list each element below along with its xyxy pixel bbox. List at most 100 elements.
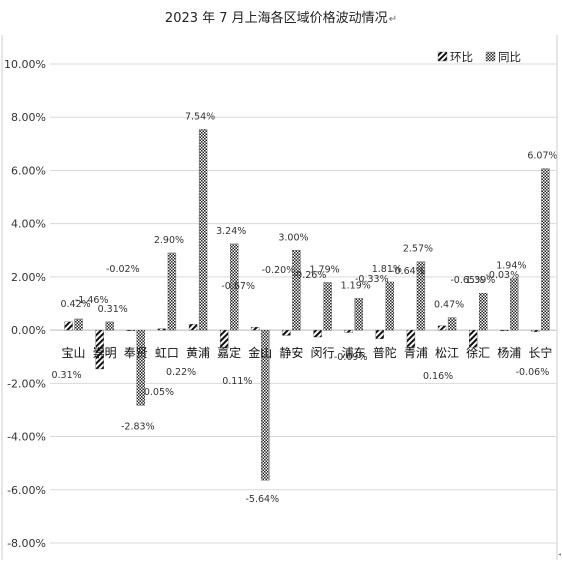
- category-label: 金山: [248, 345, 272, 360]
- chart-title: 2023 年 7 月上海各区域价格波动情况↵: [165, 10, 397, 26]
- label-mom-11: -0.64%: [391, 266, 425, 277]
- bar-yoy-8: [323, 282, 332, 331]
- bar-yoy-10: [385, 281, 394, 331]
- label-yoy-9: 1.19%: [341, 280, 371, 291]
- label-yoy-3: 2.90%: [154, 235, 184, 246]
- corner-marks: ◂: [1, 35, 561, 560]
- category-label: 浦东: [342, 346, 366, 360]
- bar-yoy-1: [105, 321, 114, 331]
- category-label: 静安: [279, 345, 303, 360]
- bar-mom-2: [126, 329, 135, 332]
- svg-text:◂: ◂: [558, 551, 561, 558]
- bar-yoy-4: [198, 129, 208, 331]
- legend-label-0: 环比: [450, 50, 473, 64]
- label-mom-9: -0.09%: [334, 352, 368, 363]
- bar-yoy-13: [479, 292, 488, 331]
- legend-swatch-0: [437, 51, 448, 62]
- label-yoy-8: 1.79%: [309, 264, 339, 275]
- bar-mom-15: [531, 329, 540, 332]
- data-labels: 0.31%0.42%-1.46%0.31%-0.02%-2.83%0.05%2.…: [51, 111, 557, 505]
- category-label: 奉贤: [124, 346, 148, 360]
- label-mom-12: 0.16%: [423, 371, 453, 382]
- bar-mom-9: [344, 329, 353, 333]
- bar-yoy-7: [292, 250, 301, 331]
- y-tick-label: 4.00%: [11, 218, 46, 231]
- label-mom-8: -0.26%: [293, 270, 327, 281]
- category-labels: 宝山 崇明 奉贤 虹口 黄浦 嘉定 金山 静安 闵行 浦东 普陀 青浦 松江 徐汇 杨浦 长宁: [62, 345, 553, 360]
- bar-yoy-12: [447, 317, 457, 331]
- label-mom-6: 0.11%: [222, 376, 252, 387]
- label-yoy-4: 7.54%: [185, 111, 215, 122]
- category-label: 闵行: [311, 345, 335, 360]
- y-tick-label: -4.00%: [7, 431, 46, 444]
- category-label: 黄浦: [186, 346, 210, 360]
- bar-mom-14: [500, 329, 509, 332]
- category-label: 杨浦: [497, 345, 521, 360]
- label-yoy-11: 2.57%: [403, 244, 433, 255]
- bar-mom-4: [188, 324, 198, 331]
- y-tick-label: -8.00%: [7, 537, 46, 550]
- legend: 环比 同比: [437, 50, 521, 64]
- y-tick-label: 6.00%: [11, 164, 46, 177]
- label-yoy-15: 6.07%: [527, 151, 557, 162]
- bar-yoy-14: [510, 278, 519, 331]
- label-mom-4: 0.22%: [166, 367, 196, 378]
- label-yoy-1: 0.31%: [98, 304, 128, 315]
- label-yoy-2: -2.83%: [121, 421, 155, 432]
- label-mom-1: -1.46%: [75, 295, 109, 306]
- category-label: 青浦: [404, 346, 428, 360]
- y-tick-label: -6.00%: [7, 484, 46, 497]
- bar-yoy-2: [136, 329, 145, 406]
- label-mom-2: -0.02%: [106, 264, 140, 275]
- category-label: 长宁: [528, 345, 552, 360]
- bar-mom-5: [220, 329, 229, 349]
- category-label: 嘉定: [217, 345, 241, 360]
- bar-mom-8: [313, 329, 322, 338]
- bar-mom-10: [375, 329, 384, 340]
- label-yoy-10: 1.81%: [372, 264, 402, 275]
- category-label: 松江: [435, 346, 459, 360]
- bar-mom-7: [282, 329, 291, 336]
- bar-mom-0: [64, 321, 73, 331]
- y-axis: -8.00% -6.00% -4.00% -2.00% 0.00% 2.00% 4.00% 6…: [4, 58, 46, 550]
- label-mom-0: 0.31%: [51, 370, 81, 381]
- label-yoy-13: 1.39%: [465, 275, 495, 286]
- bar-mom-12: [437, 325, 447, 331]
- y-tick-label: 8.00%: [11, 111, 46, 124]
- bar-mom-1: [95, 329, 104, 370]
- label-yoy-14: 1.94%: [496, 260, 526, 271]
- category-label: 徐汇: [466, 345, 490, 360]
- label-mom-3: 0.05%: [144, 387, 174, 398]
- label-mom-10: -0.33%: [355, 274, 389, 285]
- legend-label-1: 同比: [498, 50, 521, 64]
- category-label: 宝山: [62, 346, 86, 360]
- bar-yoy-11: [416, 261, 426, 331]
- bar-yoy-15: [541, 168, 550, 331]
- label-mom-13: -0.65%: [450, 275, 484, 286]
- label-yoy-0: 0.42%: [60, 299, 90, 310]
- label-mom-7: -0.20%: [262, 265, 296, 276]
- legend-swatch-1: [485, 51, 496, 62]
- label-mom-15: -0.06%: [516, 367, 550, 378]
- label-mom-14: -0.03%: [486, 270, 520, 281]
- bar-yoy-5: [230, 243, 239, 331]
- bar-yoy-3: [167, 252, 177, 331]
- y-tick-label: 0.00%: [11, 324, 46, 337]
- category-label: 崇明: [93, 346, 117, 360]
- y-tick-label: 2.00%: [11, 271, 46, 284]
- bars: [64, 129, 550, 481]
- label-yoy-5: 3.24%: [216, 226, 246, 237]
- bar-mom-13: [469, 329, 478, 348]
- bar-mom-3: [157, 328, 167, 331]
- category-label: 虹口: [155, 346, 179, 360]
- label-yoy-12: 0.47%: [434, 300, 464, 311]
- y-tick-label: 10.00%: [4, 58, 46, 71]
- label-mom-5: -0.67%: [221, 281, 255, 292]
- bar-yoy-6: [261, 329, 270, 481]
- y-tick-label: -2.00%: [7, 377, 46, 390]
- label-yoy-6: -5.64%: [246, 494, 280, 505]
- bar-yoy-0: [74, 318, 83, 331]
- bar-mom-6: [251, 327, 260, 331]
